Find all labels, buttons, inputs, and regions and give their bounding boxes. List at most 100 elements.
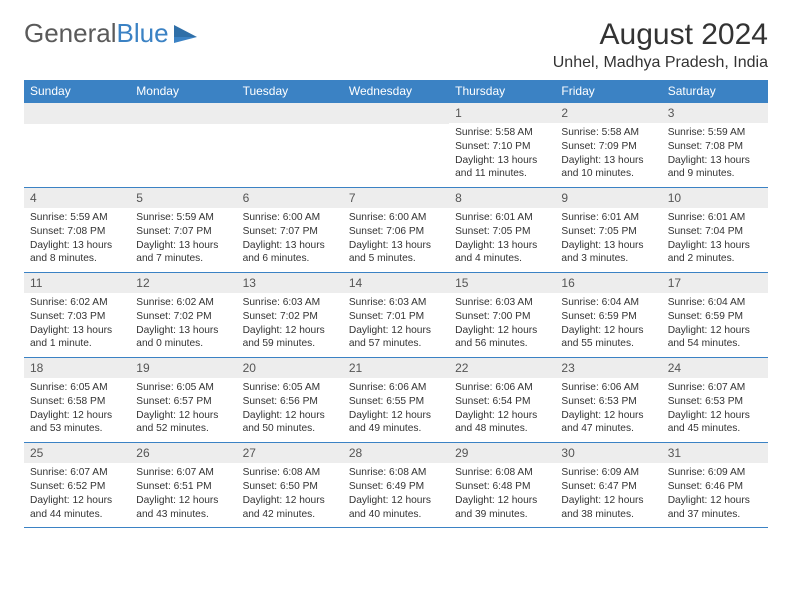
sunset-line: Sunset: 6:54 PM [455,395,549,409]
day-cell [343,103,449,188]
logo-text: GeneralBlue [24,18,169,49]
day-cell: 20Sunrise: 6:05 AMSunset: 6:56 PMDayligh… [237,358,343,443]
sunset-line: Sunset: 6:51 PM [136,480,230,494]
empty-day-body [130,124,236,184]
sunrise-line: Sunrise: 6:08 AM [243,466,337,480]
day-cell [24,103,130,188]
day-body: Sunrise: 6:02 AMSunset: 7:03 PMDaylight:… [24,293,130,357]
empty-day-num [130,103,236,124]
sunset-line: Sunset: 7:08 PM [30,225,124,239]
day-cell: 3Sunrise: 5:59 AMSunset: 7:08 PMDaylight… [662,103,768,188]
day-body: Sunrise: 6:00 AMSunset: 7:06 PMDaylight:… [343,208,449,272]
sunset-line: Sunset: 6:49 PM [349,480,443,494]
day-number: 23 [555,358,661,378]
day-number: 21 [343,358,449,378]
sunset-line: Sunset: 6:48 PM [455,480,549,494]
day-header-row: SundayMondayTuesdayWednesdayThursdayFrid… [24,80,768,103]
week-row: 25Sunrise: 6:07 AMSunset: 6:52 PMDayligh… [24,443,768,528]
daylight-line: Daylight: 12 hours and 40 minutes. [349,494,443,522]
daylight-line: Daylight: 12 hours and 50 minutes. [243,409,337,437]
sunset-line: Sunset: 7:07 PM [136,225,230,239]
day-body: Sunrise: 6:08 AMSunset: 6:50 PMDaylight:… [237,463,343,527]
empty-day-num [24,103,130,124]
daylight-line: Daylight: 12 hours and 56 minutes. [455,324,549,352]
sunset-line: Sunset: 6:55 PM [349,395,443,409]
empty-day-body [237,124,343,184]
sunset-line: Sunset: 7:01 PM [349,310,443,324]
day-cell: 10Sunrise: 6:01 AMSunset: 7:04 PMDayligh… [662,188,768,273]
sunset-line: Sunset: 6:53 PM [561,395,655,409]
sunrise-line: Sunrise: 6:07 AM [668,381,762,395]
daylight-line: Daylight: 12 hours and 38 minutes. [561,494,655,522]
day-cell: 5Sunrise: 5:59 AMSunset: 7:07 PMDaylight… [130,188,236,273]
sunset-line: Sunset: 6:56 PM [243,395,337,409]
day-number: 8 [449,188,555,208]
daylight-line: Daylight: 12 hours and 37 minutes. [668,494,762,522]
day-cell: 15Sunrise: 6:03 AMSunset: 7:00 PMDayligh… [449,273,555,358]
sunset-line: Sunset: 7:06 PM [349,225,443,239]
day-number: 5 [130,188,236,208]
day-body: Sunrise: 6:04 AMSunset: 6:59 PMDaylight:… [662,293,768,357]
day-body: Sunrise: 6:01 AMSunset: 7:05 PMDaylight:… [555,208,661,272]
sunrise-line: Sunrise: 5:59 AM [30,211,124,225]
day-number: 17 [662,273,768,293]
daylight-line: Daylight: 13 hours and 9 minutes. [668,154,762,182]
day-body: Sunrise: 6:03 AMSunset: 7:01 PMDaylight:… [343,293,449,357]
sunset-line: Sunset: 6:59 PM [561,310,655,324]
day-number: 15 [449,273,555,293]
day-body: Sunrise: 5:59 AMSunset: 7:07 PMDaylight:… [130,208,236,272]
day-cell: 28Sunrise: 6:08 AMSunset: 6:49 PMDayligh… [343,443,449,528]
day-cell [237,103,343,188]
sunrise-line: Sunrise: 6:05 AM [136,381,230,395]
day-cell: 23Sunrise: 6:06 AMSunset: 6:53 PMDayligh… [555,358,661,443]
day-cell: 29Sunrise: 6:08 AMSunset: 6:48 PMDayligh… [449,443,555,528]
sunset-line: Sunset: 7:02 PM [243,310,337,324]
sunrise-line: Sunrise: 6:05 AM [30,381,124,395]
sunrise-line: Sunrise: 6:03 AM [455,296,549,310]
sunrise-line: Sunrise: 6:02 AM [136,296,230,310]
day-number: 6 [237,188,343,208]
day-cell: 2Sunrise: 5:58 AMSunset: 7:09 PMDaylight… [555,103,661,188]
daylight-line: Daylight: 12 hours and 59 minutes. [243,324,337,352]
day-number: 30 [555,443,661,463]
day-number: 19 [130,358,236,378]
day-cell: 11Sunrise: 6:02 AMSunset: 7:03 PMDayligh… [24,273,130,358]
day-number: 20 [237,358,343,378]
sunrise-line: Sunrise: 5:59 AM [668,126,762,140]
day-header-friday: Friday [555,80,661,103]
daylight-line: Daylight: 13 hours and 3 minutes. [561,239,655,267]
empty-day-body [343,124,449,184]
sunrise-line: Sunrise: 6:00 AM [243,211,337,225]
logo-flag-icon [173,23,199,45]
day-cell: 1Sunrise: 5:58 AMSunset: 7:10 PMDaylight… [449,103,555,188]
sunset-line: Sunset: 6:50 PM [243,480,337,494]
day-body: Sunrise: 6:03 AMSunset: 7:02 PMDaylight:… [237,293,343,357]
daylight-line: Daylight: 13 hours and 7 minutes. [136,239,230,267]
day-body: Sunrise: 5:58 AMSunset: 7:09 PMDaylight:… [555,123,661,187]
daylight-line: Daylight: 12 hours and 47 minutes. [561,409,655,437]
day-body: Sunrise: 6:04 AMSunset: 6:59 PMDaylight:… [555,293,661,357]
sunrise-line: Sunrise: 6:02 AM [30,296,124,310]
day-body: Sunrise: 6:00 AMSunset: 7:07 PMDaylight:… [237,208,343,272]
day-cell: 19Sunrise: 6:05 AMSunset: 6:57 PMDayligh… [130,358,236,443]
day-header-monday: Monday [130,80,236,103]
day-number: 12 [130,273,236,293]
header: GeneralBlue August 2024 Unhel, Madhya Pr… [0,0,792,80]
week-row: 4Sunrise: 5:59 AMSunset: 7:08 PMDaylight… [24,188,768,273]
sunset-line: Sunset: 6:46 PM [668,480,762,494]
daylight-line: Daylight: 12 hours and 52 minutes. [136,409,230,437]
month-title: August 2024 [553,18,768,52]
sunset-line: Sunset: 7:04 PM [668,225,762,239]
day-cell: 16Sunrise: 6:04 AMSunset: 6:59 PMDayligh… [555,273,661,358]
empty-day-body [24,124,130,184]
day-body: Sunrise: 6:01 AMSunset: 7:04 PMDaylight:… [662,208,768,272]
day-number: 11 [24,273,130,293]
day-header-wednesday: Wednesday [343,80,449,103]
day-body: Sunrise: 6:09 AMSunset: 6:47 PMDaylight:… [555,463,661,527]
day-body: Sunrise: 6:06 AMSunset: 6:54 PMDaylight:… [449,378,555,442]
daylight-line: Daylight: 12 hours and 43 minutes. [136,494,230,522]
empty-day-num [237,103,343,124]
day-header-tuesday: Tuesday [237,80,343,103]
day-body: Sunrise: 6:06 AMSunset: 6:55 PMDaylight:… [343,378,449,442]
sunrise-line: Sunrise: 6:03 AM [349,296,443,310]
